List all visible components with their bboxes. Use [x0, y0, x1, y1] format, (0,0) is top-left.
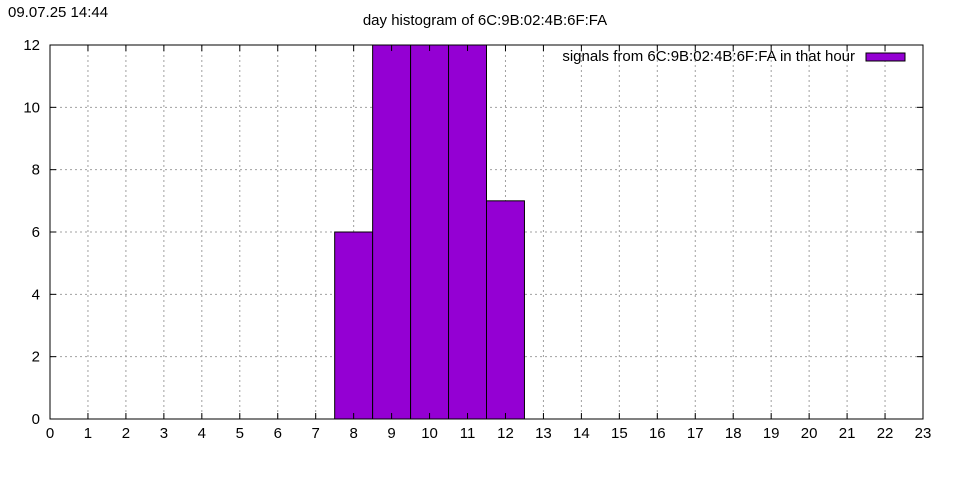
x-tick-label: 2 — [122, 425, 130, 442]
y-tick-label: 4 — [32, 286, 40, 303]
y-tick-label: 0 — [32, 411, 40, 428]
x-tick-label: 10 — [421, 425, 438, 442]
x-tick-label: 16 — [649, 425, 666, 442]
bars — [334, 44, 525, 420]
x-tick-label: 12 — [497, 425, 514, 442]
x-tick-label: 13 — [535, 425, 552, 442]
x-tick-label: 21 — [839, 425, 856, 442]
timestamp: 09.07.25 14:44 — [8, 4, 109, 21]
x-tick-label: 23 — [915, 425, 932, 442]
x-tick-label: 22 — [877, 425, 894, 442]
x-tick-label: 9 — [387, 425, 395, 442]
x-tick-label: 15 — [611, 425, 628, 442]
x-tick-label: 20 — [801, 425, 818, 442]
y-tick-label: 10 — [23, 99, 40, 116]
histogram-bar — [486, 200, 525, 420]
x-tick-label: 3 — [160, 425, 168, 442]
x-tick-label: 18 — [725, 425, 742, 442]
x-tick-label: 4 — [198, 425, 206, 442]
x-tick-label: 6 — [274, 425, 282, 442]
legend-swatch — [865, 52, 906, 62]
x-tick-label: 8 — [349, 425, 357, 442]
x-tick-label: 19 — [763, 425, 780, 442]
x-tick-label: 17 — [687, 425, 704, 442]
x-tick-label: 7 — [312, 425, 320, 442]
x-tick-label: 1 — [84, 425, 92, 442]
histogram-bar — [372, 44, 412, 420]
y-tick-label: 12 — [23, 37, 40, 54]
ticks: 0 1 2 3 4 5 6 7 8 9 10 11 12 13 14 15 16 17 18 19 20 21 22 2302… — [23, 37, 931, 442]
y-tick-label: 8 — [32, 162, 40, 179]
legend: signals from 6C:9B:02:4B:6F:FA in that h… — [562, 48, 906, 65]
y-tick-label: 2 — [32, 349, 40, 366]
x-tick-label: 5 — [236, 425, 244, 442]
legend-label: signals from 6C:9B:02:4B:6F:FA in that h… — [562, 48, 855, 65]
histogram-bar — [334, 231, 374, 420]
chart-title: day histogram of 6C:9B:02:4B:6F:FA — [362, 12, 608, 29]
x-tick-label: 0 — [46, 425, 54, 442]
histogram-bar — [410, 44, 450, 420]
y-tick-label: 6 — [32, 224, 40, 241]
x-tick-label: 11 — [460, 425, 476, 442]
x-tick-label: 14 — [573, 425, 590, 442]
histogram-bar — [448, 44, 488, 420]
